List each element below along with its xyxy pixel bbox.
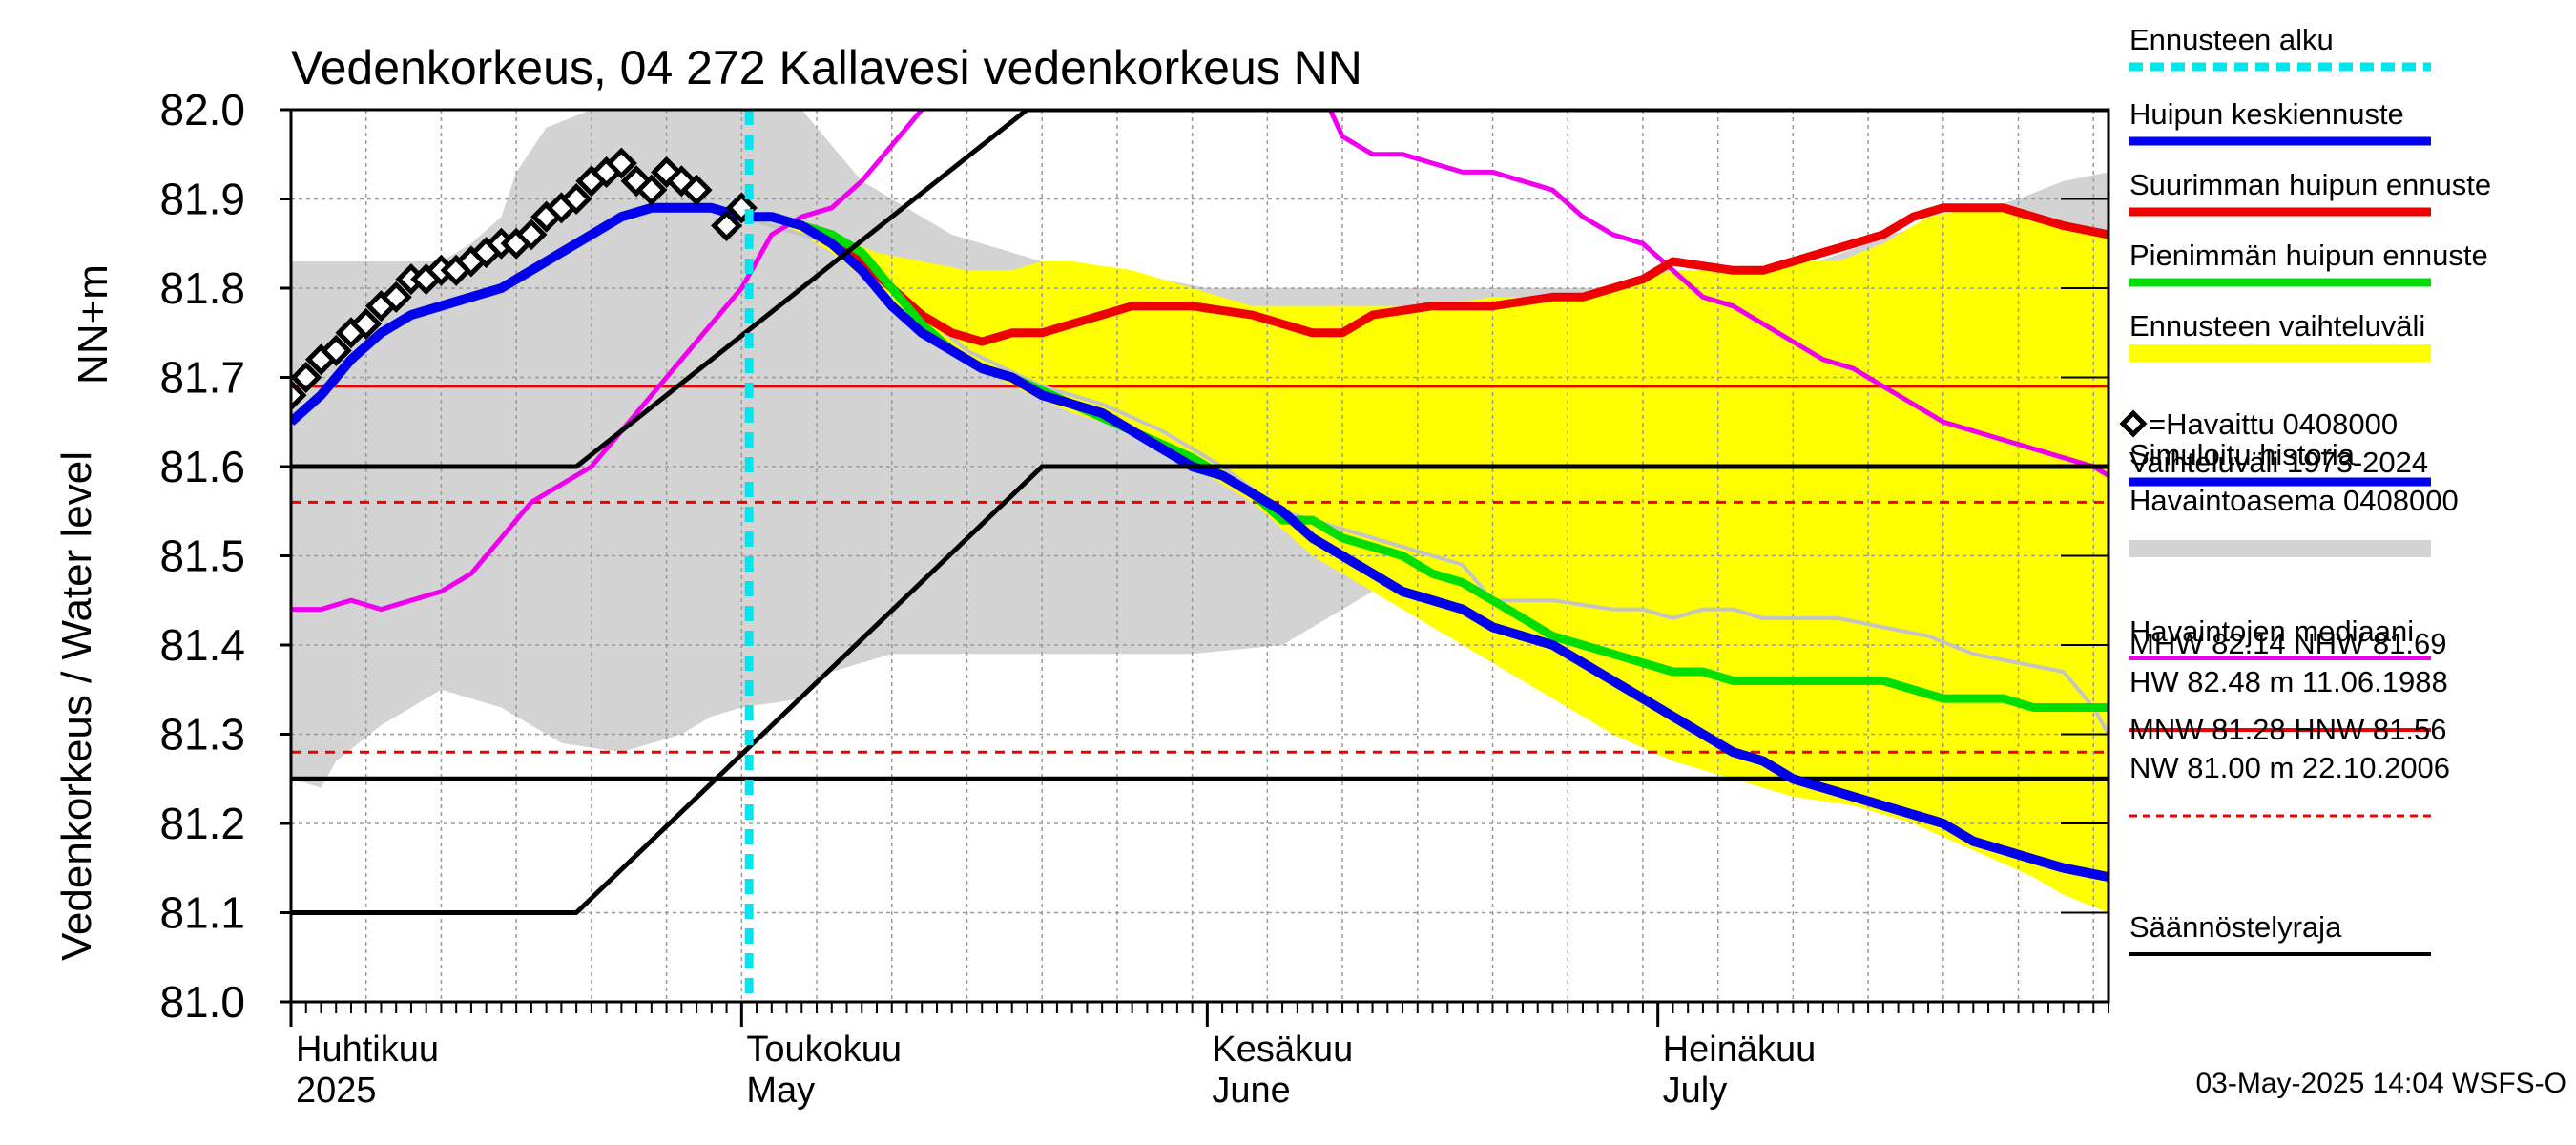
month-label: Heinäkuu xyxy=(1663,1030,1817,1070)
y-tick-label: 81.8 xyxy=(159,263,245,313)
series-regulation xyxy=(291,464,2109,915)
month-label: Kesäkuu xyxy=(1212,1030,1353,1070)
y-tick-label: 81.1 xyxy=(159,888,245,938)
legend: Ennusteen alku Huipun keskiennuste Suurimm… xyxy=(2119,23,2491,956)
y-axis-unit: NN+m xyxy=(70,264,116,385)
series-median xyxy=(291,110,2109,613)
month-sublabel: May xyxy=(746,1071,815,1111)
y-axis-label: Vedenkorkeus / Water level xyxy=(53,451,100,961)
legend-label: MHW 82.14 NHW 81.69 xyxy=(2129,627,2447,660)
legend-label: Huipun keskiennuste xyxy=(2129,97,2404,131)
plot-area: 81.0 81.1 81.2 81.3 81.4 81.5 81.6 81.7 81.8 81.9… xyxy=(159,85,2110,1111)
series-max_peak xyxy=(749,203,2109,346)
month-label: Huhtikuu xyxy=(296,1030,439,1070)
month-label: Toukokuu xyxy=(746,1030,902,1070)
y-tick-label: 81.5 xyxy=(159,531,245,581)
legend-label: Vaihteluväli 1973-2024 xyxy=(2129,446,2428,479)
series-regulation xyxy=(291,110,2109,469)
y-tick-label: 82.0 xyxy=(159,85,245,135)
observed-point xyxy=(665,165,697,198)
legend-label: Havaintojen mediaani xyxy=(2129,614,2414,648)
observed-point xyxy=(380,281,412,313)
month-sublabel: June xyxy=(1212,1071,1290,1111)
forecast-range-band xyxy=(749,207,2109,913)
observed-point xyxy=(291,361,322,394)
observed-point xyxy=(605,147,637,179)
observed-point xyxy=(711,210,743,242)
legend-label: MNW 81.28 HNW 81.56 xyxy=(2129,713,2447,746)
legend-label-line2: Havaintoasema 0408000 xyxy=(2129,484,2459,517)
legend-label: Suurimman huipun ennuste xyxy=(2129,168,2491,201)
legend-label: Ennusteen vaihteluväli xyxy=(2129,309,2425,343)
y-tick-label: 81.9 xyxy=(159,175,245,224)
observed-point xyxy=(291,379,307,411)
chart-title: Vedenkorkeus, 04 272 Kallavesi vedenkork… xyxy=(291,41,1362,94)
y-tick-label: 81.4 xyxy=(159,620,245,670)
legend-label-line2: NW 81.00 m 22.10.2006 xyxy=(2129,751,2450,784)
y-tick-label: 81.0 xyxy=(159,977,245,1027)
observed-point xyxy=(680,174,713,206)
y-tick-label: 81.3 xyxy=(159,710,245,760)
observed-point xyxy=(635,174,668,206)
series-history_edge xyxy=(740,215,2109,736)
y-tick-label: 81.7 xyxy=(159,353,245,403)
legend-label: Säännöstelyraja xyxy=(2129,910,2342,944)
month-sublabel: July xyxy=(1663,1071,1728,1111)
footer-timestamp: 03-May-2025 14:04 WSFS-O xyxy=(2196,1068,2567,1099)
y-tick-label: 81.2 xyxy=(159,799,245,848)
legend-swatch-observed xyxy=(2119,409,2148,438)
y-tick-label: 81.6 xyxy=(159,442,245,491)
plot-content xyxy=(291,110,2109,1002)
legend-label-line2: HW 82.48 m 11.06.1988 xyxy=(2129,665,2448,698)
legend-label: Ennusteen alku xyxy=(2129,23,2334,56)
legend-label: =Havaittu 0408000 xyxy=(2149,407,2398,441)
month-sublabel: 2025 xyxy=(296,1071,377,1111)
observed-point xyxy=(560,182,592,216)
observed-point xyxy=(515,219,548,251)
observed-point xyxy=(350,307,383,340)
observed-point xyxy=(320,334,352,366)
legend-label: Simuloitu historia xyxy=(2129,438,2356,471)
legend-label: Pienimmän huipun ennuste xyxy=(2129,239,2488,272)
